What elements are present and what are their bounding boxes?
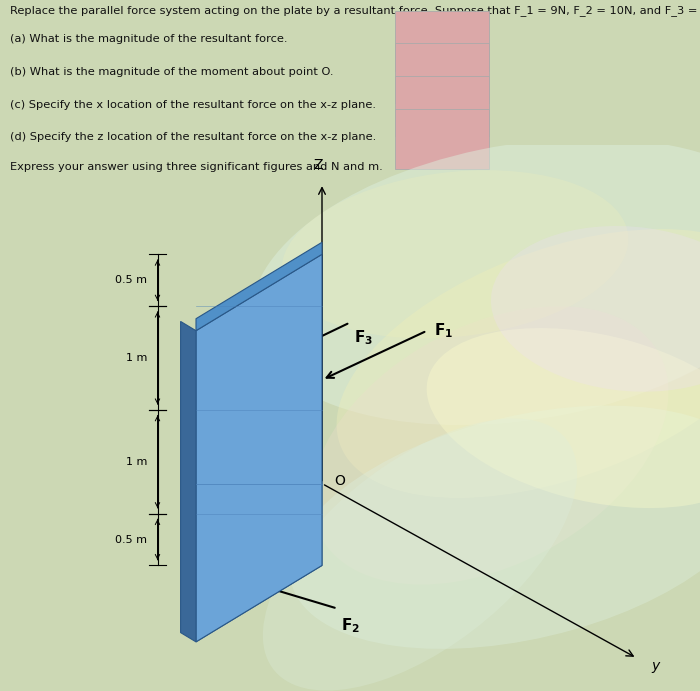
Text: 1 m: 1 m: [280, 323, 301, 333]
Ellipse shape: [281, 170, 629, 339]
Ellipse shape: [312, 306, 668, 585]
Text: $\mathbf{F_3}$: $\mathbf{F_3}$: [354, 328, 372, 347]
Ellipse shape: [427, 328, 700, 508]
Ellipse shape: [263, 419, 577, 690]
Text: $\mathbf{F_1}$: $\mathbf{F_1}$: [434, 321, 453, 340]
Ellipse shape: [290, 406, 700, 649]
Text: 1 m: 1 m: [125, 353, 147, 363]
Polygon shape: [196, 243, 322, 331]
Text: O: O: [335, 474, 346, 488]
Text: (c) Specify the x location of the resultant force on the x-z plane.: (c) Specify the x location of the result…: [10, 100, 377, 109]
Text: (d) Specify the z location of the resultant force on the x-z plane.: (d) Specify the z location of the result…: [10, 132, 377, 142]
Text: 0.5 m: 0.5 m: [115, 535, 147, 545]
Ellipse shape: [251, 138, 700, 425]
Text: $\mathbf{F_2}$: $\mathbf{F_2}$: [341, 617, 360, 636]
Ellipse shape: [491, 226, 700, 392]
Polygon shape: [181, 321, 196, 642]
Ellipse shape: [337, 229, 700, 498]
Text: Replace the parallel force system acting on the plate by a resultant force. Supp: Replace the parallel force system acting…: [10, 5, 700, 16]
Text: (a) What is the magnitude of the resultant force.: (a) What is the magnitude of the resulta…: [10, 35, 288, 44]
Polygon shape: [196, 254, 322, 642]
Text: Express your answer using three significant figures and N and m.: Express your answer using three signific…: [10, 162, 384, 171]
Text: Z: Z: [314, 158, 323, 173]
Text: 1 m: 1 m: [125, 457, 147, 466]
Text: (b) What is the magnitude of the moment about point O.: (b) What is the magnitude of the moment …: [10, 67, 334, 77]
Polygon shape: [196, 254, 322, 642]
Text: y: y: [651, 659, 659, 674]
Text: 0.5 m: 0.5 m: [115, 275, 147, 285]
